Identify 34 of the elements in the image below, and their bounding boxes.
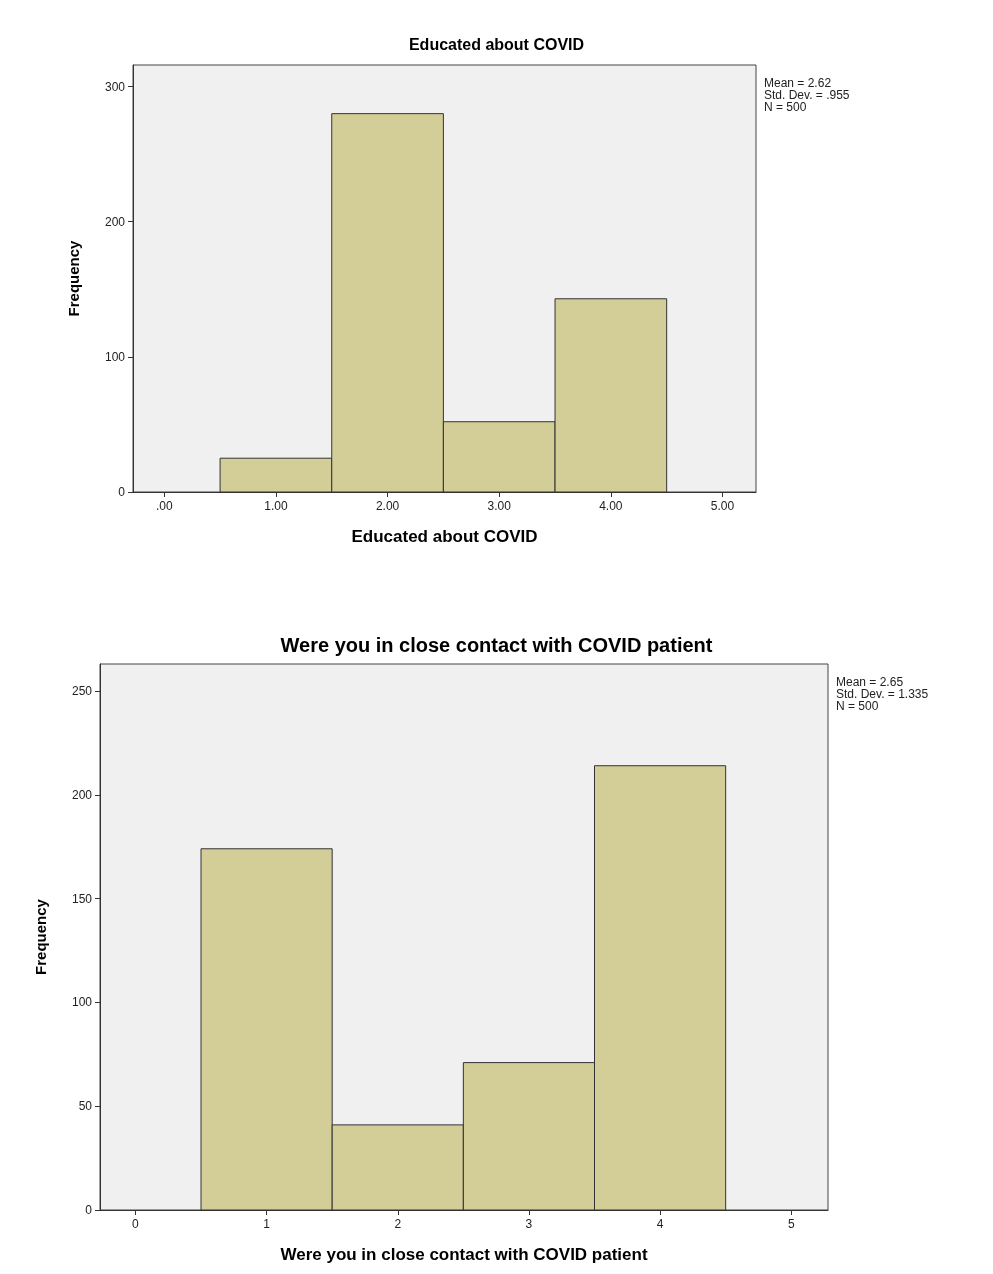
y-tick-label: 50: [78, 1099, 93, 1114]
chart-title: Were you in close contact with COVID patient: [280, 634, 713, 656]
x-tick-label: 3: [525, 1217, 533, 1231]
text: N = 500: [836, 699, 879, 713]
x-tick-label: 4: [656, 1217, 664, 1231]
y-tick-label: 150: [71, 891, 93, 906]
x-tick-label: 1: [263, 1217, 271, 1231]
x-tick-label: 1.00: [264, 499, 288, 513]
x-axis-title: Educated about COVID: [351, 527, 538, 546]
y-tick-label: 200: [71, 787, 93, 802]
y-tick-label: 200: [104, 214, 126, 229]
x-tick-label: 2: [394, 1217, 402, 1231]
x-tick-label: 0: [132, 1217, 140, 1231]
text: Mean = 2.62: [764, 76, 832, 90]
text: Std. Dev. = .955: [764, 88, 850, 102]
x-tick-label: 5: [787, 1217, 795, 1231]
x-tick-label: .00: [155, 499, 173, 513]
y-tick-label: 100: [104, 349, 126, 364]
x-tick-label: 5.00: [710, 499, 735, 513]
chart-title: Educated about COVID: [408, 35, 585, 53]
y-tick-label: 0: [118, 485, 126, 499]
y-axis-title: Frequency: [32, 898, 49, 975]
x-tick-label: 4.00: [599, 499, 623, 513]
y-tick-label: 0: [85, 1203, 93, 1217]
y-tick-label: 300: [104, 79, 126, 94]
y-tick-label: 250: [71, 683, 93, 698]
x-tick-label: 3.00: [487, 499, 512, 513]
x-tick-label: 2.00: [375, 499, 400, 513]
text: Mean = 2.65: [836, 675, 904, 689]
text: Std. Dev. = 1.335: [836, 687, 929, 701]
y-tick-label: 100: [71, 995, 93, 1010]
text: N = 500: [764, 100, 807, 114]
x-axis-title: Were you in close contact with COVID patient: [280, 1245, 648, 1264]
y-axis-title: Frequency: [65, 239, 82, 317]
